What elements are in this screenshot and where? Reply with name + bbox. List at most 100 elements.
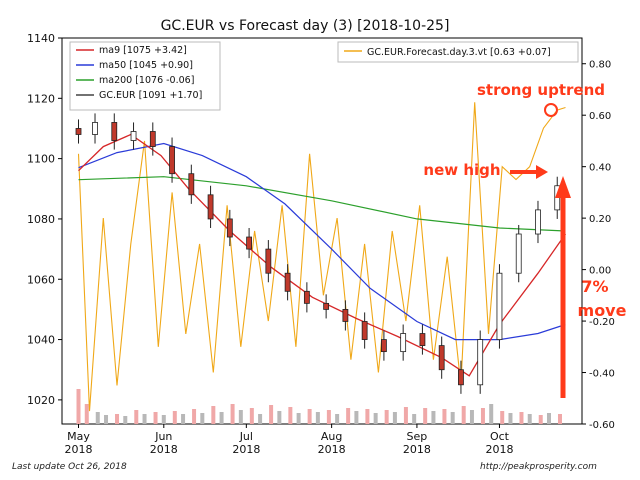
candle-body xyxy=(149,131,156,147)
volume-bar xyxy=(142,414,147,424)
volume-bar xyxy=(84,404,89,424)
candle-body xyxy=(226,218,233,238)
candle-body xyxy=(265,248,272,274)
candle-body xyxy=(111,122,118,141)
annotation-strong-uptrend: strong uptrend xyxy=(477,81,605,117)
y-left-tick-label: 1120 xyxy=(27,92,55,105)
x-tick-label: May 2018 xyxy=(65,430,93,456)
volume-bar xyxy=(277,411,282,424)
candle-body xyxy=(303,290,310,304)
candle-body xyxy=(169,146,175,175)
volume-bar xyxy=(335,414,340,424)
volume-bar xyxy=(500,411,505,424)
x-tick-label: Oct 2018 xyxy=(485,430,513,456)
x-axis: May 2018 Jun 2018 Jul 2018 Aug 2018 Sep 2018 Oct 20… xyxy=(65,424,513,456)
volume-bar xyxy=(288,407,293,424)
volume-bar xyxy=(219,412,224,424)
volume-bar xyxy=(392,412,397,424)
candle-body xyxy=(381,339,387,353)
legend-right: GC.EUR.Forecast.day.3.vt [0.63 +0.07] xyxy=(337,41,579,63)
annotation-seven-percent-text: 7% xyxy=(581,277,608,296)
footer-source-link[interactable]: http://peakprosperity.com xyxy=(480,462,597,472)
volume-bar xyxy=(480,408,485,424)
candle-body xyxy=(188,173,195,196)
volume-bar xyxy=(442,409,447,424)
legend-label: ma50 [1045 +0.90] xyxy=(99,60,193,71)
x-tick-label: Jun 2018 xyxy=(150,430,178,456)
y-right-tick-label: -0.20 xyxy=(589,317,615,328)
volume-bar xyxy=(76,389,81,424)
volume-bar xyxy=(211,406,216,424)
volume-bar xyxy=(95,412,100,424)
price-candles xyxy=(75,113,561,394)
volume-bar xyxy=(412,414,417,424)
volume-bars xyxy=(76,389,562,424)
annotation-new-high-text: new high xyxy=(423,161,500,179)
volume-bar xyxy=(172,411,177,424)
volume-bar xyxy=(230,404,235,424)
volume-bar xyxy=(134,410,139,424)
volume-bar xyxy=(238,410,243,424)
y-left-tick-label: 1020 xyxy=(27,394,55,407)
volume-bar xyxy=(104,415,109,424)
candle-body xyxy=(458,369,464,386)
legend-label: ma200 [1076 -0.06] xyxy=(99,75,194,86)
volume-bar xyxy=(403,407,408,424)
ma9-line xyxy=(78,133,567,377)
volume-bar xyxy=(557,414,562,424)
forecast-line xyxy=(77,102,566,412)
volume-bar xyxy=(200,413,205,424)
annotation-arrowhead-up xyxy=(555,176,571,198)
volume-bar xyxy=(508,413,513,424)
candle-body xyxy=(92,122,98,135)
legend-left: ma9 [1075 +3.42] ma50 [1045 +0.90] ma200 [… xyxy=(69,41,221,111)
candle-body xyxy=(419,333,426,346)
x-tick-label: Aug 2018 xyxy=(318,430,346,456)
volume-bar xyxy=(469,410,474,424)
volume-bar xyxy=(354,411,359,424)
volume-bar xyxy=(365,409,370,424)
volume-bar xyxy=(249,408,254,424)
candle-body xyxy=(361,321,368,340)
volume-bar xyxy=(181,414,186,424)
volume-bar xyxy=(431,411,436,424)
y-left-tick-label: 1060 xyxy=(27,273,55,286)
y-right-tick-label: -0.60 xyxy=(589,420,615,431)
y-left-tick-label: 1100 xyxy=(27,153,55,166)
candle-body xyxy=(75,128,82,135)
volume-bar xyxy=(373,413,378,424)
ma200-line xyxy=(78,176,566,232)
annotation-move-text: move xyxy=(578,301,627,320)
candle-body xyxy=(535,209,541,235)
annotation-arrowhead-right xyxy=(536,165,548,179)
candle-body xyxy=(477,339,484,386)
volume-bar xyxy=(258,414,263,424)
x-tick-label: Jul 2018 xyxy=(232,430,260,456)
annotation-new-high: new high xyxy=(423,161,548,179)
y-right-tick-label: 0.60 xyxy=(589,111,611,122)
y-left-tick-label: 1040 xyxy=(27,334,55,347)
volume-bar xyxy=(527,414,532,424)
volume-bar xyxy=(538,415,543,424)
volume-bar xyxy=(115,414,120,424)
annotation-circle xyxy=(544,103,558,117)
legend-label: ma9 [1075 +3.42] xyxy=(99,45,187,56)
y-right-tick-label: 0.00 xyxy=(589,266,611,277)
candle-body xyxy=(246,236,252,250)
candle-body xyxy=(438,345,445,371)
y-right-tick-label: 0.80 xyxy=(589,60,611,71)
candle-body xyxy=(496,272,503,340)
x-tick-label: Sep 2018 xyxy=(403,430,431,456)
volume-bar xyxy=(269,405,274,424)
legend-label: GC.EUR.Forecast.day.3.vt [0.63 +0.07] xyxy=(367,47,551,58)
volume-bar xyxy=(192,409,197,424)
candle-body xyxy=(515,233,522,274)
left-y-axis: 1020 1040 1060 1080 1100 1120 1140 xyxy=(27,32,62,407)
volume-bar xyxy=(461,406,466,424)
volume-bar xyxy=(519,412,524,424)
candle-body xyxy=(207,194,214,220)
volume-bar xyxy=(315,412,320,424)
volume-bar xyxy=(153,412,158,424)
volume-bar xyxy=(123,416,128,424)
volume-bar xyxy=(384,410,389,424)
